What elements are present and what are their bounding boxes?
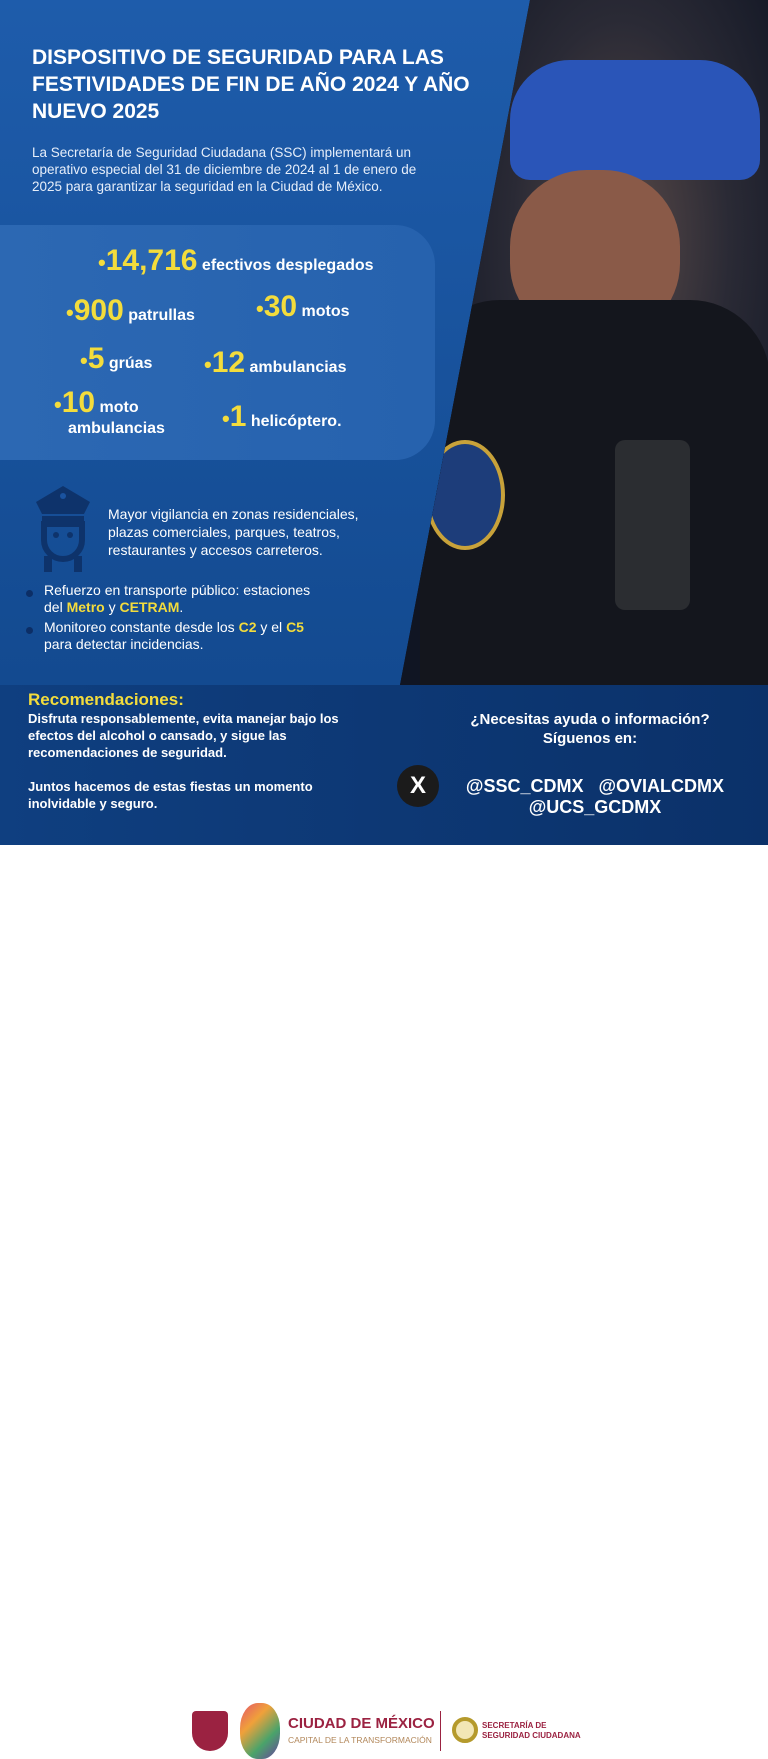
vigilance-text: Mayor vigilancia en zonas residenciales,… — [108, 506, 359, 558]
intro-text: La Secretaría de Seguridad Ciudadana (SS… — [32, 145, 417, 194]
cdmx-map-logo — [240, 1703, 280, 1759]
bottom-band — [0, 685, 768, 845]
stat-patrols: •900 patrullas — [66, 294, 195, 327]
stat-motos: •30 motos — [256, 290, 350, 323]
x-logo-icon[interactable]: X — [397, 765, 439, 807]
police-officer-icon — [36, 486, 90, 572]
footer: CIUDAD DE MÉXICO CAPITAL DE LA TRANSFORM… — [0, 845, 768, 1759]
stat-officers: •14,716 efectivos desplegados — [98, 244, 374, 277]
recommendation-1: Disfruta responsablemente, evita manejar… — [28, 711, 339, 760]
stats-panel — [0, 225, 435, 460]
recommendation-2: Juntos hacemos de estas fiestas un momen… — [28, 779, 313, 811]
city-tagline: CAPITAL DE LA TRANSFORMACIÓN — [288, 1735, 432, 1745]
radio-icon — [615, 440, 690, 610]
ssc-name: SECRETARÍA DE SEGURIDAD CIUDADANA — [482, 1721, 581, 1740]
recommendations-heading: Recomendaciones: — [28, 690, 184, 709]
bullet-monitoring: Monitoreo constante desde los C2 y el C5… — [26, 619, 304, 653]
recommendations: Recomendaciones: Disfruta responsablemen… — [28, 690, 358, 812]
stat-helicopter: •1 helicóptero. — [222, 400, 342, 433]
ssc-badge-logo — [452, 1717, 478, 1743]
poster: DISPOSITIVO DE SEGURIDAD PARA LAS FESTIV… — [0, 0, 768, 845]
city-name: CIUDAD DE MÉXICO — [288, 1715, 435, 1732]
stat-ambulances: •12 ambulancias — [204, 346, 347, 379]
page-title: DISPOSITIVO DE SEGURIDAD PARA LAS FESTIV… — [32, 46, 470, 123]
divider — [440, 1711, 441, 1751]
stat-tow-trucks: •5 grúas — [80, 342, 153, 375]
help-text: ¿Necesitas ayuda o información? Síguenos … — [470, 711, 710, 747]
police-officer-photo — [400, 0, 768, 685]
stat-moto-ambulances: •10 moto ambulancias — [54, 386, 165, 437]
social-handles: @SSC_CDMX @OVIALCDMX @UCS_GCDMX — [465, 776, 725, 817]
bullet-transport: Refuerzo en transporte público: estacion… — [26, 582, 310, 616]
cdmx-shield-logo — [192, 1711, 228, 1751]
